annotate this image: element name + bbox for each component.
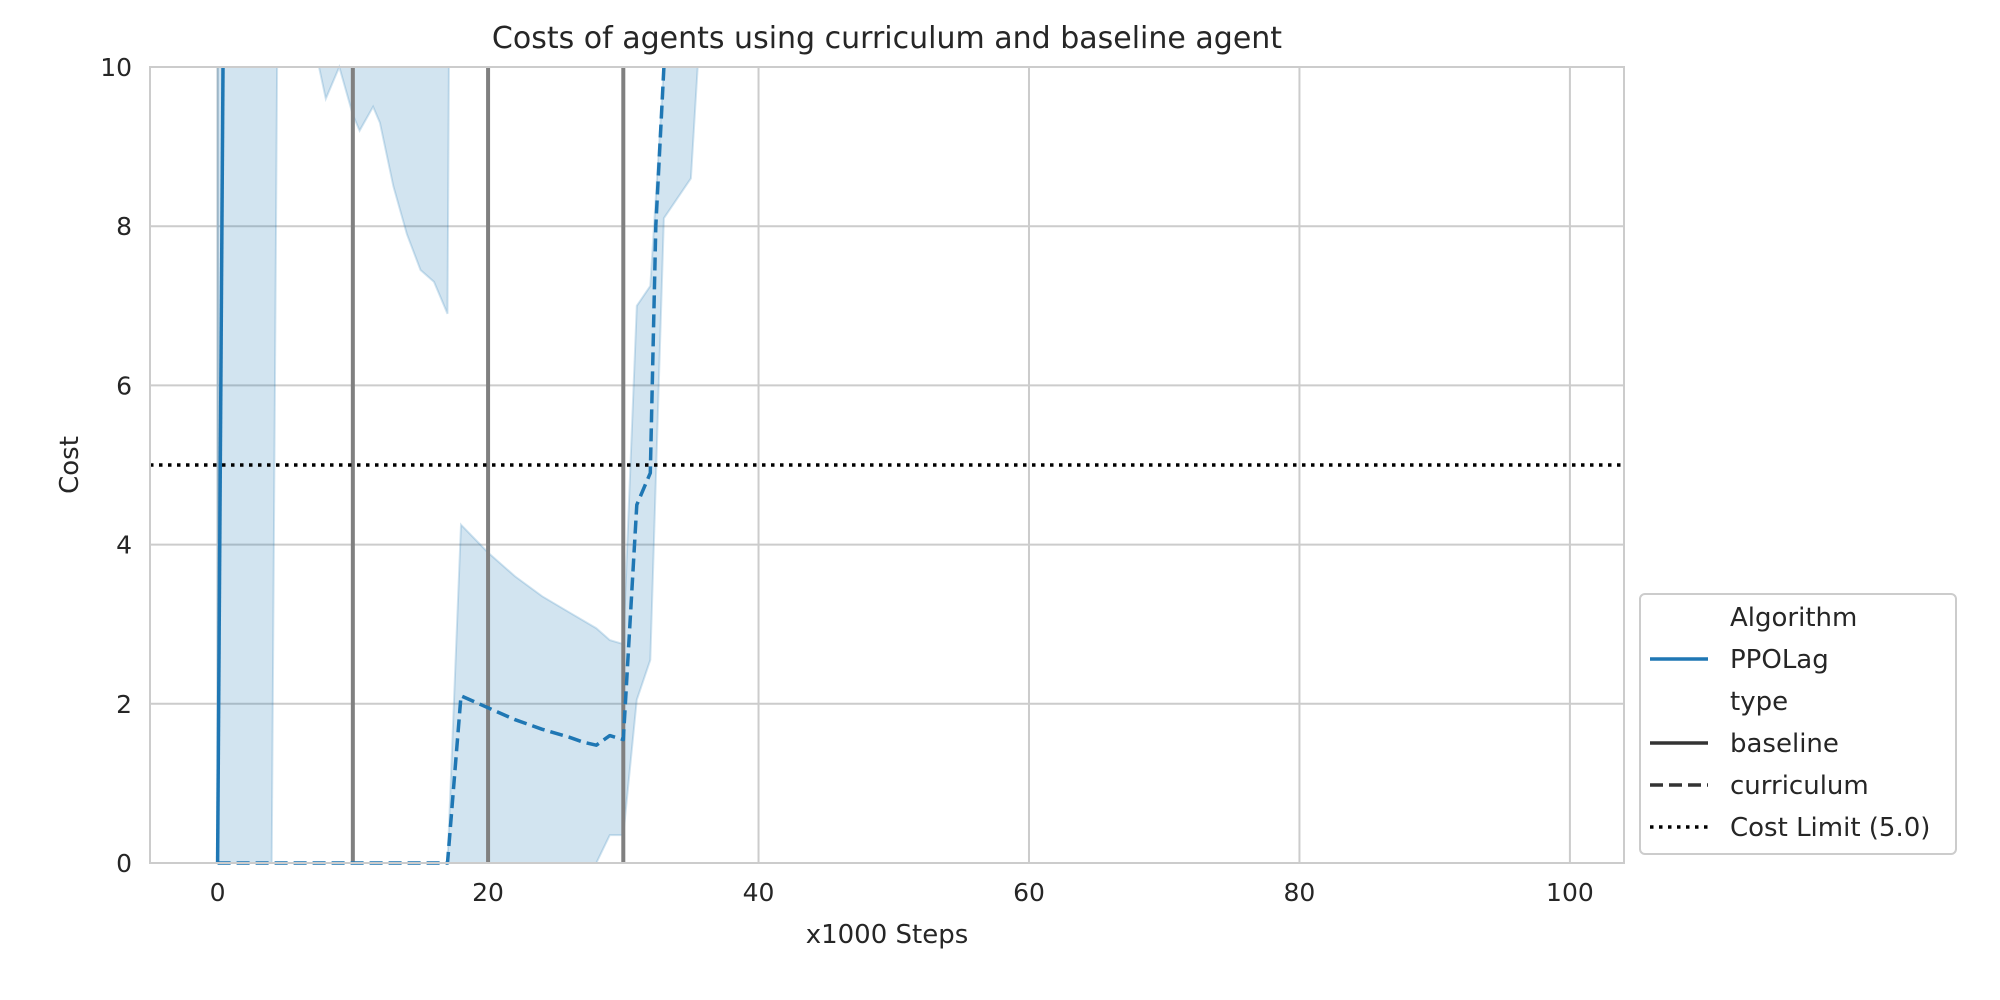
legend-label-ppolag: PPOLag: [1730, 645, 1829, 675]
y-tick-labels: 0 2 4 6 8 10: [100, 53, 132, 878]
y-tick-label: 8: [116, 212, 132, 241]
legend-label-curriculum: curriculum: [1730, 771, 1869, 801]
series-lines: [215, 66, 666, 865]
y-axis-title: Cost: [55, 436, 85, 494]
y-tick-label: 0: [116, 849, 132, 878]
x-tick-label: 100: [1546, 878, 1594, 907]
x-tick-label: 0: [210, 878, 226, 907]
legend-title-type: type: [1730, 687, 1788, 717]
y-tick-label: 2: [116, 690, 132, 719]
chart-title: Costs of agents using curriculum and bas…: [492, 21, 1282, 56]
legend: Algorithm PPOLag type baseline curriculu…: [1639, 593, 1957, 855]
legend-label-baseline: baseline: [1730, 729, 1839, 759]
plot-frame: [149, 66, 1625, 864]
y-tick-label: 4: [116, 531, 132, 560]
y-tick-label: 6: [116, 371, 132, 400]
x-tick-labels: 0 20 40 60 80 100: [210, 878, 1594, 907]
x-axis-title: x1000 Steps: [806, 920, 969, 950]
x-tick-label: 60: [1013, 878, 1045, 907]
legend-title-algorithm: Algorithm: [1730, 603, 1857, 633]
legend-box: [1639, 593, 1957, 855]
legend-label-cost-limit: Cost Limit (5.0): [1730, 813, 1930, 843]
x-tick-label: 20: [472, 878, 504, 907]
series-line-baseline: [215, 66, 225, 864]
x-tick-label: 80: [1284, 878, 1316, 907]
y-tick-label: 10: [100, 53, 132, 82]
series-line-curriculum: [217, 66, 666, 865]
x-tick-label: 40: [743, 878, 775, 907]
